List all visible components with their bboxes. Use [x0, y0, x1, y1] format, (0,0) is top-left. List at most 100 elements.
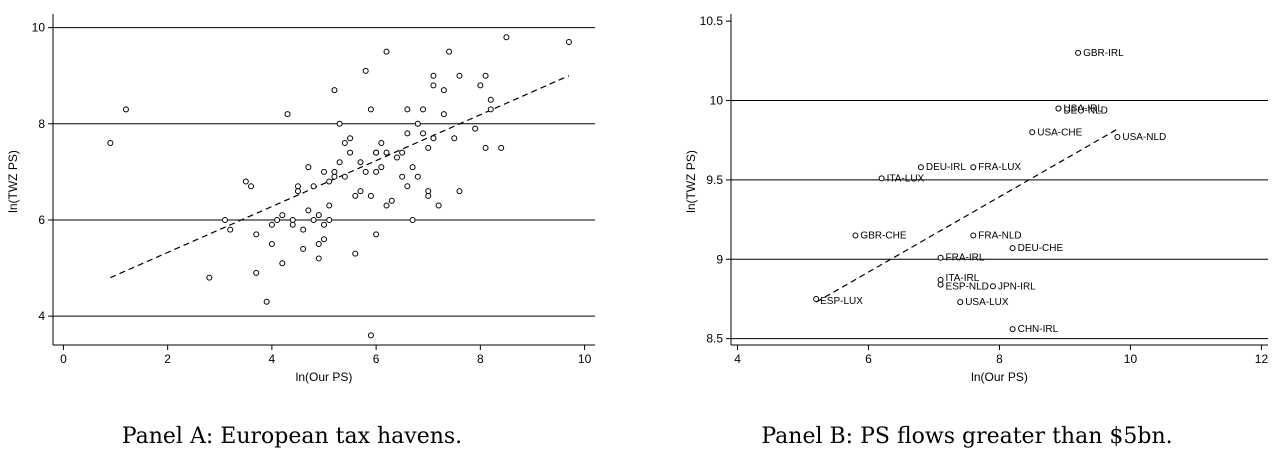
- panel-a-point: [425, 188, 432, 195]
- panel-a-point: [310, 216, 317, 223]
- panel-a-point: [477, 82, 484, 89]
- panel-b-y-tick-label: 8.5: [706, 332, 723, 346]
- panel-a-x-axis-title: ln(Our PS): [296, 370, 353, 384]
- panel-b-x-tick-label: 12: [1255, 352, 1269, 366]
- panel-a-point: [107, 140, 114, 147]
- panel-a-point: [409, 216, 416, 223]
- panel-b-point: [813, 295, 820, 302]
- panel-a-point: [482, 72, 489, 79]
- panel-a-point: [221, 216, 228, 223]
- panel-b-point: [937, 276, 944, 283]
- panel-a-point: [352, 192, 359, 199]
- panel-a-point: [393, 154, 400, 161]
- panel-a-point: [279, 260, 286, 267]
- panel-b-point-label: GBR-CHE: [860, 230, 906, 241]
- panel-a-point: [373, 168, 380, 175]
- panel-b-point: [1075, 49, 1082, 56]
- panel-b-point: [970, 232, 977, 239]
- panel-a-point: [404, 183, 411, 190]
- panel-b-point: [937, 281, 944, 288]
- panel-a-point: [331, 173, 338, 180]
- panel-a-point: [305, 207, 312, 214]
- panel-a-point: [321, 221, 327, 228]
- panel-a-point: [206, 274, 213, 281]
- panel-a-point: [399, 173, 406, 180]
- panel-a-point: [331, 168, 338, 175]
- panel-a-point: [248, 183, 255, 190]
- panel-a-x-tick-label: 8: [477, 352, 484, 366]
- panel-a-point: [367, 192, 374, 199]
- panel-b-point-label: CHN-IRL: [1018, 324, 1059, 335]
- panel-a-point: [388, 197, 395, 204]
- panel-a-point: [289, 221, 296, 228]
- panel-a-point: [456, 72, 463, 79]
- panel-a-y-tick-label: 4: [38, 309, 45, 323]
- panel-a-caption: Panel A: European tax havens.: [122, 424, 462, 449]
- panel-a-y-tick-label: 6: [38, 213, 45, 227]
- panel-a-point: [242, 178, 249, 185]
- panel-a-point: [326, 202, 333, 209]
- panel-a-point: [404, 130, 411, 137]
- panel-a-point: [294, 188, 301, 195]
- panel-a-point: [253, 269, 260, 276]
- panel-a-point: [315, 255, 322, 262]
- panel-a-point: [331, 87, 338, 94]
- panel-b-point-label: FRA-IRL: [946, 253, 985, 264]
- panel-b-caption: Panel B: PS flows greater than $5bn.: [761, 424, 1172, 449]
- panel-a-point: [446, 48, 453, 55]
- panel-a-y-tick-label: 10: [32, 21, 46, 35]
- panel-a-point: [414, 120, 421, 127]
- panel-b-point-label: ESP-NLD: [946, 282, 989, 293]
- panel-a-point: [378, 164, 385, 171]
- panel-a-point: [300, 245, 307, 252]
- panel-b-point-label: ITA-LUX: [887, 173, 925, 184]
- panel-a-point: [315, 212, 322, 219]
- panel-b-point: [970, 164, 977, 171]
- panel-a-x-tick-label: 4: [269, 352, 276, 366]
- panel-a-point: [482, 144, 489, 151]
- panel-a-point: [404, 106, 411, 113]
- panel-b-point-label: JPN-IRL: [998, 281, 1036, 292]
- panel-a-point: [321, 236, 327, 243]
- panel-b-point: [957, 299, 964, 306]
- panel-a-point: [367, 106, 374, 113]
- panel-b-point: [917, 164, 924, 171]
- panel-b-point-label: USA-LUX: [965, 297, 1009, 308]
- panel-b-point: [852, 232, 859, 239]
- panel-b-point-label: USA-CHE: [1037, 127, 1082, 138]
- panel-a-point: [268, 221, 275, 228]
- panel-a-point: [362, 67, 369, 74]
- panel-b-point-label: GBR-IRL: [1083, 48, 1124, 59]
- panel-a-point: [357, 159, 364, 166]
- panel-a-point: [362, 168, 369, 175]
- panel-a-point: [472, 125, 479, 132]
- panel-b-x-tick-label: 6: [865, 352, 872, 366]
- panel-b-y-tick-label: 9.5: [706, 173, 723, 187]
- panel-a-point: [321, 168, 327, 175]
- panel-a-point: [399, 149, 406, 156]
- panel-a-x-tick-label: 2: [164, 352, 171, 366]
- panel-a-point: [409, 164, 416, 171]
- panel-a-point: [414, 173, 421, 180]
- panel-a-fit-line: [110, 75, 570, 279]
- panel-a-point: [294, 183, 301, 190]
- panel-a-point: [440, 87, 447, 94]
- panel-a-point: [430, 135, 437, 142]
- panel-a-y-tick-label: 8: [38, 117, 45, 131]
- panel-a-point: [420, 106, 427, 113]
- panel-b-point-label: ITA-IRL: [946, 273, 980, 284]
- panel-a-point: [565, 39, 572, 46]
- panel-b-point-label: FRA-LUX: [978, 162, 1021, 173]
- panel-a-point: [451, 135, 458, 142]
- panel-a-point: [373, 149, 380, 156]
- panel-a-point: [274, 216, 281, 223]
- panel-a-point: [326, 216, 333, 223]
- panel-a-point: [341, 173, 348, 180]
- panel-a-point: [425, 144, 432, 151]
- panel-a-point: [347, 149, 354, 156]
- panel-a-x-tick-label: 10: [578, 352, 592, 366]
- panel-a-point: [440, 111, 447, 118]
- panel-b-point: [1055, 105, 1062, 112]
- panel-b-point: [937, 254, 944, 261]
- panel-a-x-tick-label: 6: [373, 352, 380, 366]
